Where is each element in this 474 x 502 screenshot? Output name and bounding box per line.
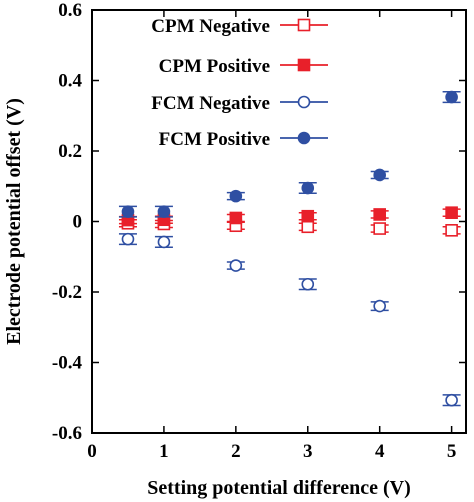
data-point [373, 168, 386, 182]
x-tick-label: 1 [159, 441, 169, 462]
data-point [229, 211, 243, 225]
data-point [301, 220, 315, 234]
legend-label: CPM Negative [151, 16, 270, 37]
legend-label: FCM Negative [151, 93, 270, 114]
data-point [229, 259, 243, 272]
data-point [445, 224, 458, 237]
legend-item: CPM Negative [151, 16, 328, 37]
y-tick-label: -0.6 [52, 423, 82, 444]
data-point [121, 205, 135, 218]
data-point [445, 206, 458, 219]
data-point [445, 90, 458, 104]
data-point [229, 189, 243, 203]
data-point [445, 393, 458, 407]
y-tick-label: -0.4 [52, 353, 83, 374]
legend-marker [297, 18, 311, 32]
axes-layer: 0 1 2 3 4 5 0.6 0.4 0.2 0 -0.2 -0.4 -0.6 [52, 0, 467, 462]
x-tick-label: 3 [303, 441, 313, 462]
x-tick-label: 5 [447, 441, 457, 462]
data-point [373, 299, 386, 313]
series-fcm-negative [118, 232, 461, 407]
y-tick-label: 0.4 [58, 71, 82, 92]
y-axis-title: Electrode potential offset (V) [3, 98, 25, 345]
data-point [157, 235, 171, 249]
y-tick-label: 0 [73, 212, 83, 233]
data-point [301, 277, 315, 291]
data-point [301, 181, 315, 195]
y-tick-label: 0.6 [58, 0, 82, 21]
legend-label: CPM Positive [159, 56, 270, 77]
x-tick-label: 2 [231, 441, 241, 462]
y-tick-label: 0.2 [58, 141, 82, 162]
legend-item: FCM Positive [159, 129, 328, 150]
data-point [301, 209, 315, 223]
data-point [157, 205, 171, 218]
legend-item: FCM Negative [151, 93, 328, 114]
x-axis-title: Setting potential difference (V) [147, 477, 410, 499]
data-point [373, 222, 386, 235]
y-tick-label: -0.2 [52, 282, 82, 303]
data-point [373, 208, 386, 221]
legend-marker [297, 131, 311, 145]
plot-frame [91, 9, 467, 434]
legend-marker [297, 95, 311, 109]
series-fcm-positive [118, 90, 461, 218]
legend-marker [297, 58, 311, 72]
legend-label: FCM Positive [159, 129, 270, 150]
x-tick-label: 4 [375, 441, 385, 462]
data-marks-layer [118, 90, 461, 407]
legend: CPM Negative CPM Positive FCM Negative FCM … [151, 16, 328, 150]
legend-item: CPM Positive [159, 56, 328, 77]
x-tick-label: 0 [87, 441, 97, 462]
data-point [121, 232, 135, 246]
series-cpm-positive [118, 206, 461, 227]
